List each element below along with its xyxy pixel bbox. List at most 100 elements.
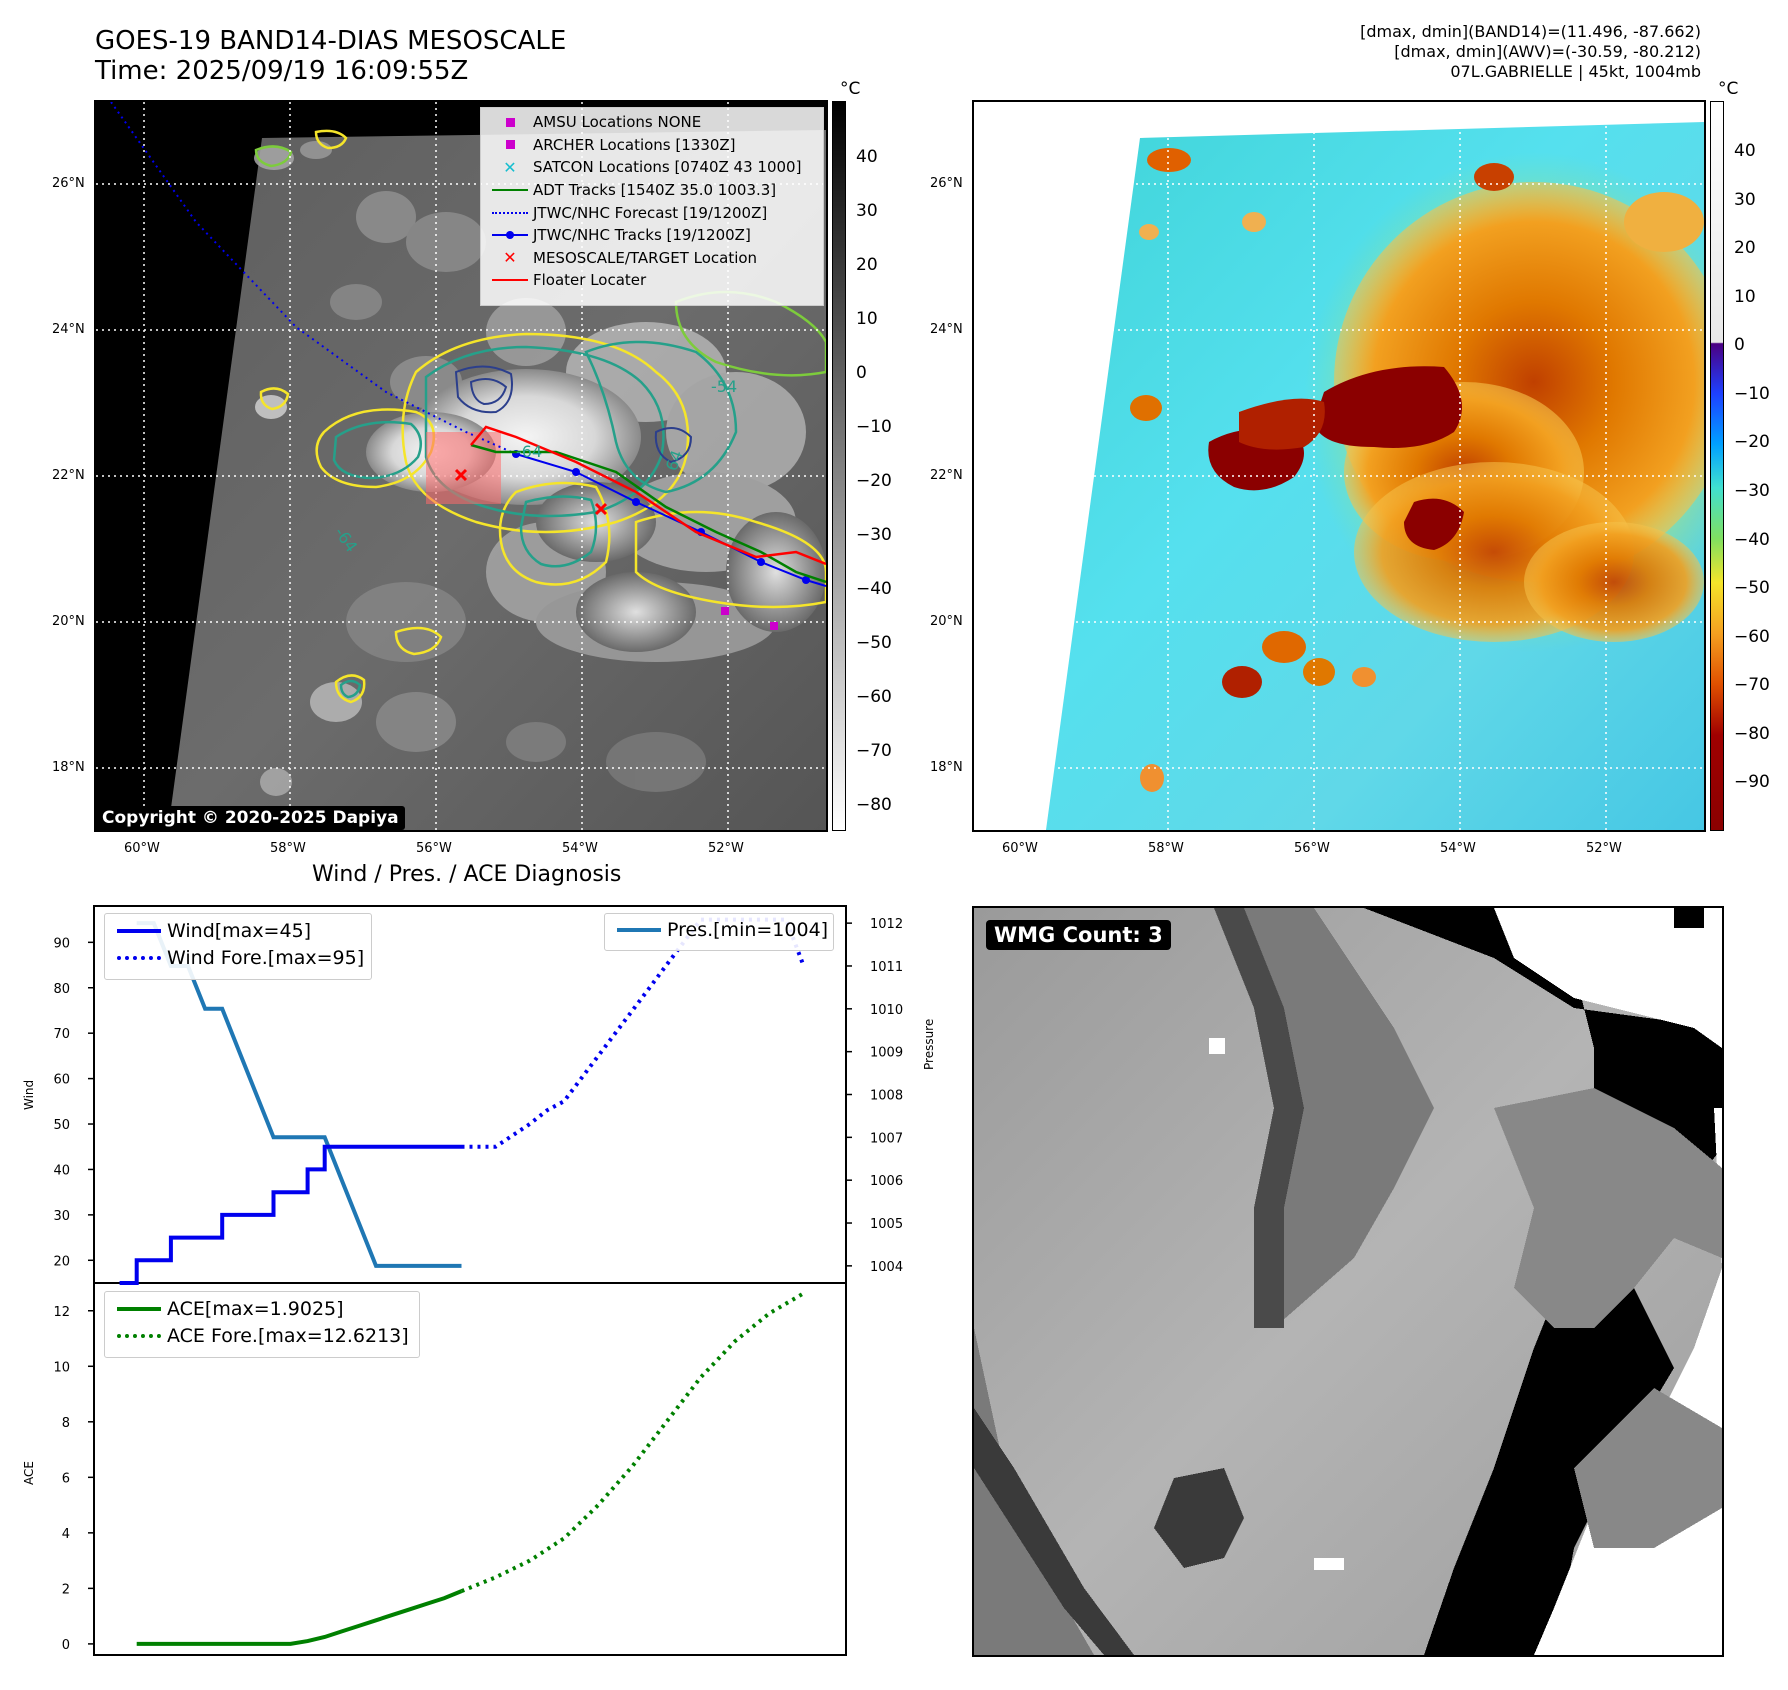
wind-ticks: 20 30 40 50 60 70 80 90 xyxy=(53,936,94,1269)
awv-gridlines xyxy=(974,102,1704,830)
legend-item-pressure: Pres.[min=1004] xyxy=(605,916,833,943)
ace-tick-label: 8 xyxy=(62,1416,70,1431)
colorbar-tick: 10 xyxy=(856,309,878,329)
ace-tick-label: 0 xyxy=(62,1638,70,1653)
lat-label: 26°N xyxy=(52,176,85,191)
wmg-panel: WMG Count: 3 xyxy=(972,906,1724,1657)
awv-core xyxy=(1314,366,1462,448)
legend-item-satcon: ✕ SATCON Locations [0740Z 43 1000] xyxy=(481,156,823,179)
band14-map-panel: -54 -64 64 -64 AMSU Locations NONE ARCHE… xyxy=(94,100,828,832)
lat-label: 26°N xyxy=(930,176,963,191)
colorbar-tick: 0 xyxy=(856,363,867,383)
lat-label: 18°N xyxy=(930,760,963,775)
awv-colorbar-tick: −10 xyxy=(1734,384,1770,404)
awv-colorbar xyxy=(1710,101,1724,831)
wind-tick-label: 70 xyxy=(53,1027,70,1042)
legend-item-ace-forecast: ACE Fore.[max=12.6213] xyxy=(105,1322,419,1349)
info-awv: [dmax, dmin](AWV)=(-30.59, -80.212) xyxy=(1394,42,1701,61)
wind-forecast-series-line xyxy=(461,917,806,1149)
lon-label: 60°W xyxy=(124,841,160,856)
wind-tick-label: 60 xyxy=(53,1073,70,1088)
colorbar-tick: 20 xyxy=(856,255,878,275)
colorbar-tick: −80 xyxy=(856,795,892,815)
awv-colorbar-tick: 30 xyxy=(1734,190,1756,210)
diagnosis-lines xyxy=(119,917,806,1646)
pressure-tick-label: 1006 xyxy=(870,1174,903,1189)
lat-label: 20°N xyxy=(930,614,963,629)
awv-colorbar-tick: −60 xyxy=(1734,627,1770,647)
awv-colorbar-tick: 10 xyxy=(1734,287,1756,307)
ace-tick-label: 10 xyxy=(53,1360,70,1375)
awv-colorbar-tick: −20 xyxy=(1734,432,1770,452)
magenta-square-icon xyxy=(487,140,533,150)
lon-label: 52°W xyxy=(708,841,744,856)
green-dotted-line-icon xyxy=(111,1333,167,1338)
legend-item-wind: Wind[max=45] xyxy=(105,917,371,944)
legend-item-target: ✕ MESOSCALE/TARGET Location xyxy=(481,247,823,270)
pressure-legend: Pres.[min=1004] xyxy=(604,913,834,951)
pressure-tick-label: 1007 xyxy=(870,1131,903,1146)
lon-label: 58°W xyxy=(1148,841,1184,856)
colorbar-tick: −20 xyxy=(856,471,892,491)
awv-colorbar-tick: −30 xyxy=(1734,481,1770,501)
legend-item-amsu: AMSU Locations NONE xyxy=(481,111,823,134)
ace-tick-label: 2 xyxy=(62,1582,70,1597)
magenta-square-icon xyxy=(487,117,533,127)
ace-tick-label: 6 xyxy=(62,1471,70,1486)
red-x-icon: ✕ xyxy=(503,248,517,268)
lon-label: 54°W xyxy=(562,841,598,856)
awv-colorbar-tick: −90 xyxy=(1734,772,1770,792)
wind-tick-label: 80 xyxy=(53,982,70,997)
diagnosis-title: Wind / Pres. / ACE Diagnosis xyxy=(312,862,622,887)
lat-label: 22°N xyxy=(52,468,85,483)
colorbar-tick: −70 xyxy=(856,741,892,761)
wind-ylabel: Wind xyxy=(22,1079,36,1110)
awv-small-clouds xyxy=(1130,148,1704,792)
legend-item-forecast: JTWC/NHC Forecast [19/1200Z] xyxy=(481,201,823,224)
ace-legend: ACE[max=1.9025] ACE Fore.[max=12.6213] xyxy=(104,1291,420,1358)
pressure-ylabel: Pressure xyxy=(922,1018,936,1070)
awv-map-panel xyxy=(972,100,1706,832)
colorbar-tick: 40 xyxy=(856,147,878,167)
ace-tick-label: 12 xyxy=(53,1305,70,1320)
grayscale-colorbar xyxy=(832,101,846,831)
lat-label: 24°N xyxy=(52,322,85,337)
red-line-icon xyxy=(487,279,533,282)
contour-label-a: -54 xyxy=(711,377,737,396)
cyan-x-icon: ✕ xyxy=(503,157,517,177)
blue-dotted-line-icon xyxy=(487,211,533,214)
pressure-ticks: 1004 1005 1006 1007 1008 1009 1010 1011 1012 xyxy=(846,917,903,1275)
figure-time: Time: 2025/09/19 16:09:55Z xyxy=(95,56,469,86)
lon-label: 52°W xyxy=(1586,841,1622,856)
awv-colorbar-tick: 0 xyxy=(1734,335,1745,355)
colorbar-tick: −10 xyxy=(856,417,892,437)
wind-series-line xyxy=(119,1144,462,1285)
steelblue-line-icon xyxy=(611,927,667,932)
wind-tick-label: 30 xyxy=(53,1209,70,1224)
lat-label: 18°N xyxy=(52,760,85,775)
legend-item-adt: ADT Tracks [1540Z 35.0 1003.3] xyxy=(481,179,823,202)
temperature-contours xyxy=(254,129,826,704)
awv-colorbar-tick: −40 xyxy=(1734,530,1770,550)
ace-forecast-series-line xyxy=(460,1291,805,1593)
ace-ticks: 0 2 4 6 8 10 12 xyxy=(53,1305,94,1653)
figure-title: GOES-19 BAND14-DIAS MESOSCALE xyxy=(95,26,567,56)
wmg-count-badge: WMG Count: 3 xyxy=(986,920,1171,950)
awv-colorbar-tick: −70 xyxy=(1734,675,1770,695)
lon-label: 54°W xyxy=(1440,841,1476,856)
legend-item-ace: ACE[max=1.9025] xyxy=(105,1295,419,1322)
wind-tick-label: 20 xyxy=(53,1254,70,1269)
colorbar-tick: −60 xyxy=(856,687,892,707)
awv-colorbar-tick: −80 xyxy=(1734,724,1770,744)
contour-label-d: -64 xyxy=(516,442,542,461)
map-legend: AMSU Locations NONE ARCHER Locations [13… xyxy=(480,107,824,306)
target-locations xyxy=(454,468,608,516)
legend-item-tracks: JTWC/NHC Tracks [19/1200Z] xyxy=(481,224,823,247)
blue-solid-line-icon xyxy=(111,928,167,933)
floater-track-line xyxy=(470,425,826,566)
pressure-tick-label: 1008 xyxy=(870,1089,903,1104)
lon-label: 56°W xyxy=(1294,841,1330,856)
info-storm: 07L.GABRIELLE | 45kt, 1004mb xyxy=(1450,62,1701,81)
lon-label: 58°W xyxy=(270,841,306,856)
legend-item-wind-forecast: Wind Fore.[max=95] xyxy=(105,944,371,971)
